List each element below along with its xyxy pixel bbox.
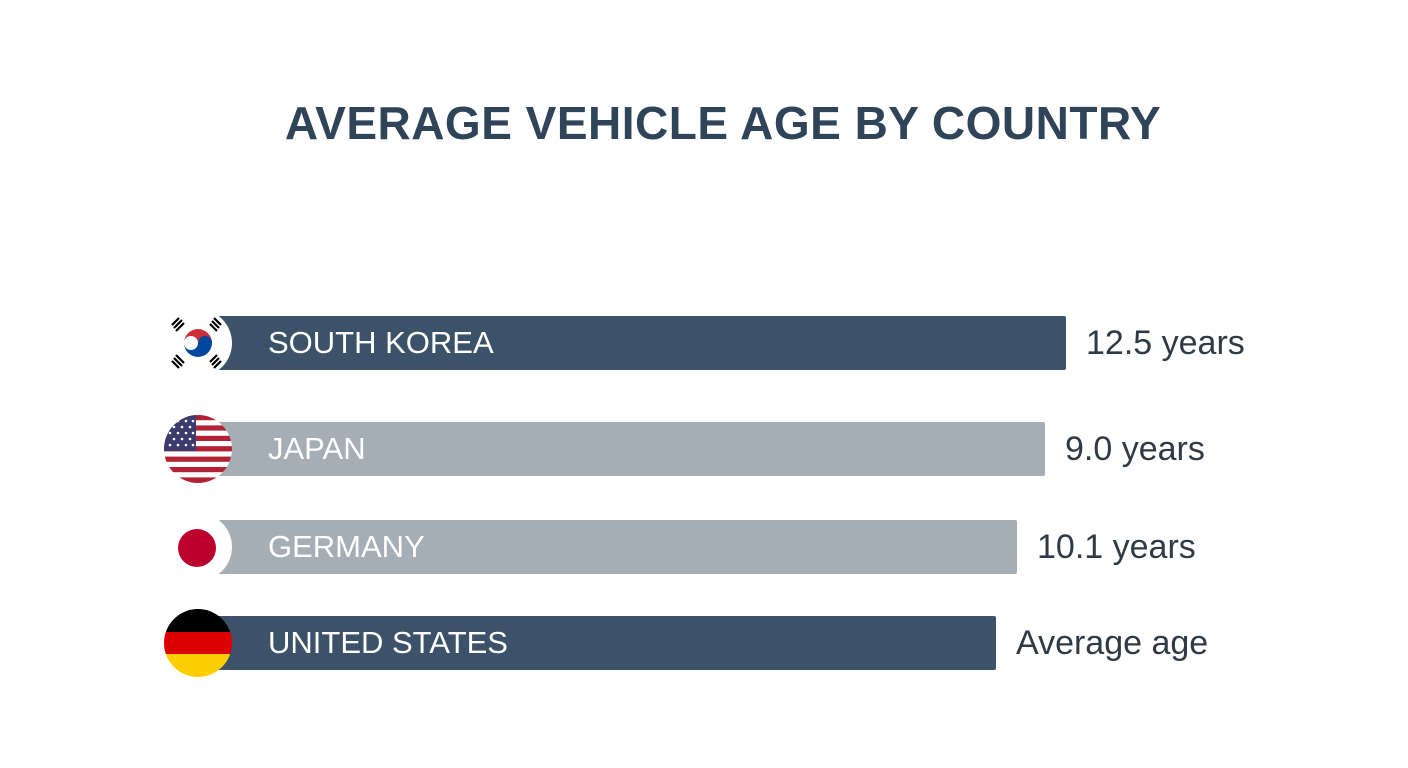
- japan-flag-icon: [164, 513, 232, 581]
- value-label-united-states: Average age: [1016, 624, 1209, 662]
- bar-united-states: [198, 616, 996, 670]
- bar-label-united-states: UNITED STATES: [268, 625, 508, 660]
- value-label-japan: 9.0 years: [1065, 430, 1205, 468]
- bar-row-germany: GERMANY 10.1 years: [0, 512, 1408, 582]
- chart-title: AVERAGE VEHICLE AGE BY COUNTRY: [284, 97, 1162, 149]
- bar-label-japan: JAPAN: [268, 431, 366, 466]
- united-states-flag-icon: [164, 415, 232, 483]
- value-label-south-korea: 12.5 years: [1086, 324, 1245, 362]
- bar-row-japan: JAPAN 9.0 years: [0, 414, 1408, 484]
- bar-row-south-korea: SOUTH KOREA 12.5 years: [0, 308, 1408, 378]
- bar-south-korea: [198, 316, 1066, 370]
- bar-label-germany: GERMANY: [268, 529, 425, 564]
- value-label-germany: 10.1 years: [1037, 528, 1196, 566]
- south-korea-flag-icon: [164, 309, 232, 377]
- bar-germany: [198, 520, 1017, 574]
- germany-flag-icon: [164, 609, 232, 677]
- bar-label-south-korea: SOUTH KOREA: [268, 325, 494, 360]
- bar-row-united-states: UNITED STATES Average age: [0, 608, 1408, 678]
- bar-japan: [198, 422, 1045, 476]
